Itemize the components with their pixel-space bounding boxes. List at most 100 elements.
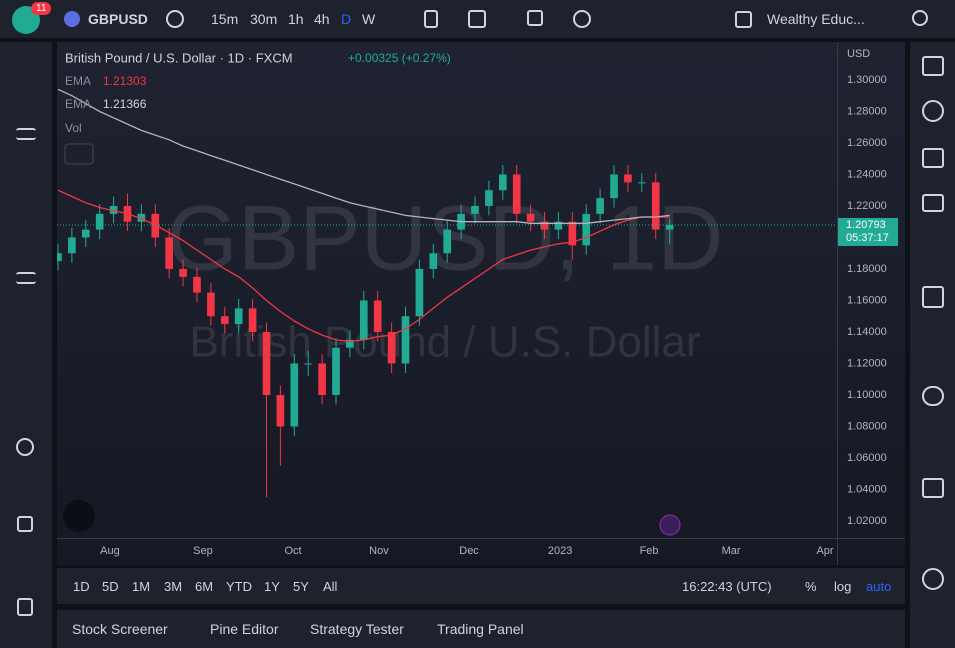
tool[interactable]	[922, 478, 944, 498]
y-tick-label: 1.26000	[847, 137, 887, 149]
tool[interactable]	[922, 100, 944, 122]
watermark-subtitle: British Pound / U.S. Dollar	[189, 318, 700, 367]
countdown: 05:37:17	[846, 232, 889, 244]
y-tick-label: 1.08000	[847, 420, 887, 432]
indicator-icon[interactable]	[468, 10, 486, 28]
checkbox[interactable]	[735, 11, 752, 28]
range-button[interactable]: 1D	[73, 579, 90, 594]
ema-line	[57, 189, 670, 343]
alert-icon[interactable]	[573, 10, 591, 28]
x-tick-label: Sep	[193, 545, 213, 557]
candle-body	[401, 316, 410, 364]
candle-body	[624, 174, 632, 183]
left-toolbar	[0, 42, 52, 648]
candle-body	[471, 205, 479, 214]
tool[interactable]	[922, 568, 944, 590]
event-icon[interactable]	[659, 514, 681, 536]
range-button[interactable]: YTD	[226, 579, 252, 594]
flag	[64, 11, 80, 27]
currency[interactable]: USD	[847, 48, 870, 60]
range-button[interactable]: 1Y	[264, 579, 280, 594]
candle-body	[151, 213, 160, 238]
candle-body	[526, 213, 535, 222]
interval[interactable]: 1h	[288, 11, 304, 27]
scale-option[interactable]: log	[834, 579, 852, 594]
x-tick-label: Nov	[369, 545, 389, 557]
x-tick-label: Apr	[816, 545, 833, 557]
x-tick-label: 2023	[548, 545, 572, 557]
interval[interactable]: 4h	[314, 11, 330, 27]
y-tick-label: 1.10000	[847, 389, 887, 401]
right-toolbar	[910, 42, 955, 648]
candle-body	[179, 268, 187, 277]
candle-body	[554, 221, 563, 230]
interval[interactable]: D	[341, 11, 352, 27]
candle-body	[220, 316, 229, 325]
y-tick-label: 1.04000	[847, 483, 887, 495]
x-tick-label: Mar	[722, 545, 741, 557]
tool[interactable]	[17, 598, 33, 616]
add-icon[interactable]	[166, 10, 184, 28]
candle-body	[165, 237, 174, 269]
tool[interactable]	[922, 148, 944, 168]
y-tick-label: 1.06000	[847, 452, 887, 464]
panel-tab[interactable]: Pine Editor	[210, 621, 279, 637]
panel-tabs: Stock Screener Pine Editor Strategy Tester…	[57, 610, 905, 648]
tool[interactable]	[17, 516, 33, 532]
candle-body	[332, 347, 340, 395]
candle-body	[568, 221, 577, 246]
panel-tab[interactable]: Strategy Tester	[310, 621, 404, 637]
y-tick-label: 1.24000	[847, 168, 887, 180]
range-button[interactable]: 5D	[102, 579, 119, 594]
tool[interactable]	[922, 194, 944, 212]
range-button[interactable]: All	[323, 579, 338, 594]
range-button[interactable]: 5Y	[293, 579, 309, 594]
range-button[interactable]: 6M	[195, 579, 214, 594]
last-price-box	[838, 217, 898, 246]
y-tick-label: 1.14000	[847, 326, 887, 338]
candle-body	[498, 174, 507, 191]
chart-title: British Pound / U.S. Dollar · 1D · FXCM	[65, 50, 293, 65]
candle-body	[540, 221, 549, 230]
layout-icon[interactable]	[527, 10, 543, 26]
candle-body	[443, 229, 452, 254]
last-price-label: 1.20793	[846, 219, 886, 231]
collapse-button[interactable]	[64, 143, 94, 165]
layout-name[interactable]: Wealthy Educ...	[767, 11, 865, 27]
candle-body	[234, 308, 243, 325]
candle-body	[651, 182, 660, 230]
tool[interactable]	[16, 128, 36, 140]
panel-tab[interactable]: Stock Screener	[72, 621, 168, 637]
tool[interactable]	[922, 386, 944, 406]
tv-logo[interactable]	[63, 500, 95, 532]
tool[interactable]	[16, 272, 36, 284]
x-tick-label: Feb	[640, 545, 659, 557]
symbol[interactable]: GBPUSD	[88, 11, 148, 27]
scale-option[interactable]: auto	[866, 579, 892, 594]
interval[interactable]: 15m	[211, 11, 239, 27]
candle-body	[276, 394, 285, 427]
change: +0.00325 (+0.27%)	[348, 51, 451, 65]
tool[interactable]	[922, 286, 944, 308]
tool[interactable]	[16, 438, 34, 456]
y-tick-label: 1.16000	[847, 294, 887, 306]
y-tick-label: 1.30000	[847, 74, 887, 86]
panel-tab[interactable]: Trading Panel	[437, 621, 524, 637]
candle-body	[610, 174, 618, 199]
tool[interactable]	[922, 56, 944, 76]
interval[interactable]: 30m	[250, 11, 278, 27]
candle-body	[359, 300, 368, 340]
top-bar: 11 GBPUSD 15m 30m 1h 4h D W Wealthy Educ…	[0, 0, 955, 38]
candle-body	[95, 213, 104, 230]
candle-body	[207, 292, 215, 317]
candle-body	[193, 276, 201, 293]
candle-body	[596, 198, 604, 214]
interval[interactable]: W	[362, 11, 376, 27]
candle-icon[interactable]	[424, 10, 438, 28]
search-icon[interactable]	[912, 10, 928, 26]
range-button[interactable]: 3M	[164, 579, 183, 594]
candle-body	[262, 331, 271, 395]
candle-body	[415, 268, 424, 317]
scale-option[interactable]: %	[805, 579, 817, 594]
range-button[interactable]: 1M	[132, 579, 151, 594]
